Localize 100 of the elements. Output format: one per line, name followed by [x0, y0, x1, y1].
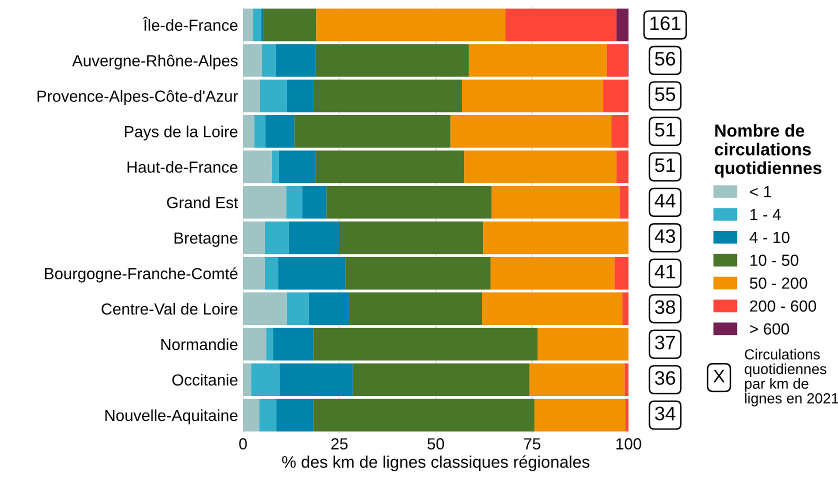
bar	[243, 221, 265, 254]
text: X	[713, 370, 725, 382]
bar	[462, 80, 604, 112]
bar	[624, 363, 628, 396]
bar	[315, 150, 464, 184]
bar	[612, 115, 628, 148]
bar	[313, 328, 538, 361]
bar	[286, 80, 314, 112]
bar	[243, 398, 260, 432]
bar	[243, 44, 262, 77]
bar	[464, 150, 617, 184]
text: 44	[654, 194, 676, 208]
legend-title: Nombre de circulations quotidiennes	[714, 124, 822, 178]
x-tick-label: 100	[616, 438, 642, 450]
bar	[262, 44, 276, 77]
bar	[616, 8, 628, 42]
y-tick-label: Auvergne-Rhône-Alpes	[72, 54, 238, 70]
bar	[490, 256, 615, 290]
bar	[288, 221, 340, 254]
y-tick-label: Haut-de-France	[128, 161, 238, 173]
bar	[280, 363, 353, 396]
text: Circulations quotidiennes par km de lignes en 2021	[744, 348, 838, 406]
x-tick-label: 50	[428, 438, 444, 450]
y-tick-label: Bourgogne-Franche-Comté	[45, 267, 238, 282]
x-tick-label: 0	[239, 438, 247, 450]
bar	[278, 256, 346, 290]
text: 51	[655, 123, 675, 137]
bar	[243, 150, 272, 184]
text: 34	[655, 406, 676, 420]
bar	[529, 363, 625, 396]
bar	[243, 8, 254, 42]
bar	[620, 186, 628, 219]
bar	[243, 115, 254, 148]
bar	[603, 80, 628, 112]
bar	[243, 292, 287, 326]
y-tick-label: Nouvelle-Aquitaine	[105, 409, 238, 424]
bar	[259, 398, 276, 432]
bar	[286, 186, 302, 219]
legend-label: < 1	[750, 186, 772, 198]
text: 36	[655, 371, 676, 385]
text: 38	[655, 300, 676, 314]
bar	[243, 363, 252, 396]
legend-label: 10 - 50	[750, 254, 798, 266]
bar	[254, 115, 266, 148]
text: 41	[654, 264, 675, 278]
y-tick-label: Grand Est	[167, 196, 238, 208]
legend-label: > 600	[750, 323, 790, 335]
text: 56	[655, 52, 676, 66]
bar	[263, 8, 316, 42]
bar	[614, 256, 628, 290]
y-tick-label: Normandie	[161, 338, 238, 350]
bar	[251, 363, 280, 396]
bar	[482, 292, 622, 326]
bar	[243, 256, 265, 290]
bar	[316, 8, 506, 42]
x-tick-label: 75	[524, 438, 540, 450]
y-tick-label: Centre-Val de Loire	[102, 302, 238, 315]
text: 37	[655, 336, 675, 350]
y-tick-label: Île-de-France	[142, 16, 238, 31]
bar	[352, 363, 530, 396]
bar	[534, 398, 626, 432]
bar	[538, 328, 628, 361]
bar	[243, 80, 260, 112]
bar	[260, 80, 287, 112]
bar	[313, 398, 534, 432]
bar	[253, 8, 262, 42]
bar	[492, 186, 620, 219]
bar	[273, 328, 314, 361]
bar	[506, 8, 617, 42]
bar	[243, 328, 266, 361]
bar	[276, 44, 316, 77]
legend-label: 4 - 10	[750, 232, 790, 244]
x-axis-title: % des km de lignes classiques régionales	[282, 455, 590, 472]
legend-label: 200 - 600	[750, 300, 816, 312]
bar	[616, 150, 628, 184]
bar	[314, 80, 462, 112]
text: 43	[654, 229, 676, 244]
bar	[450, 115, 612, 148]
bar	[302, 186, 326, 219]
bar	[483, 221, 628, 254]
bar	[278, 150, 316, 184]
bar	[468, 44, 607, 77]
bar	[272, 150, 279, 184]
text: 55	[655, 88, 676, 102]
bar	[276, 398, 314, 432]
bar	[243, 186, 286, 219]
bar	[339, 221, 484, 254]
legend-label: 50 - 200	[750, 278, 808, 289]
bar	[326, 186, 492, 219]
text: 161	[650, 16, 680, 30]
y-tick-label: Occitanie	[172, 374, 238, 386]
bar	[265, 115, 294, 148]
bar	[345, 256, 490, 290]
y-tick-label: Pays de la Loire	[124, 126, 238, 140]
bar	[316, 44, 469, 77]
x-tick-label: 25	[331, 438, 348, 450]
text: 51	[655, 158, 675, 172]
bar	[266, 328, 274, 361]
bar	[264, 221, 289, 254]
bar	[294, 115, 450, 148]
